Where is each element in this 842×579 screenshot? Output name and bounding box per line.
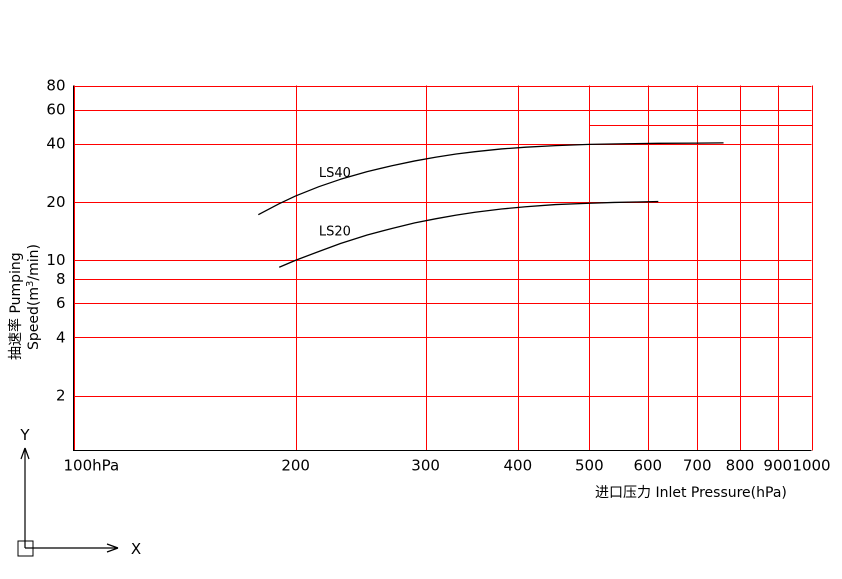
x-tick-800: 800 xyxy=(726,457,755,475)
y-tick-20: 20 xyxy=(46,193,65,211)
horizontal-gridlines xyxy=(73,85,812,452)
x-tick-500: 500 xyxy=(575,457,604,475)
svg-text:抽速率 Pumping: 抽速率 Pumping xyxy=(7,252,24,360)
y-tick-60: 60 xyxy=(46,101,65,119)
x-tick-700: 700 xyxy=(683,457,712,475)
axis-spine xyxy=(72,85,812,452)
curve-LS40 xyxy=(258,142,724,216)
x-tick-900: 900 xyxy=(763,457,792,475)
x-tick-600: 600 xyxy=(633,457,662,475)
data-curves xyxy=(258,142,724,268)
ucs-y-label: Y xyxy=(19,426,30,444)
curve-labels: LS40 LS20 xyxy=(319,166,351,240)
x-tick-400: 400 xyxy=(503,457,532,475)
y-tick-8: 8 xyxy=(56,270,66,288)
x-tick-1000: 1000 xyxy=(792,457,830,475)
curve-label-LS40: LS40 xyxy=(319,166,351,181)
svg-text:Speed(m3/min): Speed(m3/min) xyxy=(25,244,42,350)
y-tick-4: 4 xyxy=(56,328,66,346)
x-axis-title: 进口压力 Inlet Pressure(hPa) xyxy=(595,485,787,501)
vertical-gridlines xyxy=(73,85,814,451)
y-tick-2: 2 xyxy=(56,387,66,405)
y-axis-title: 抽速率 Pumping Speed(m3/min) xyxy=(7,244,42,360)
curve-label-LS20: LS20 xyxy=(319,225,351,240)
ucs-x-label: X xyxy=(131,540,141,558)
x-tick-200: 200 xyxy=(281,457,310,475)
curve-LS20 xyxy=(278,200,659,268)
y-axis-tick-labels: 80 60 40 20 108 6 4 2 xyxy=(46,77,65,405)
y-tick-10: 10 xyxy=(46,251,65,269)
ucs-axis-indicator: X Y xyxy=(17,426,141,558)
x-tick-100: 100hPa xyxy=(64,457,120,475)
y-tick-80: 80 xyxy=(46,77,65,95)
x-tick-300: 300 xyxy=(411,457,440,475)
y-tick-40: 40 xyxy=(46,135,65,153)
y-tick-6: 6 xyxy=(56,294,66,312)
x-axis-tick-labels: 100hPa 200 300 400 500 600 700 800 900 1000 xyxy=(64,457,831,475)
